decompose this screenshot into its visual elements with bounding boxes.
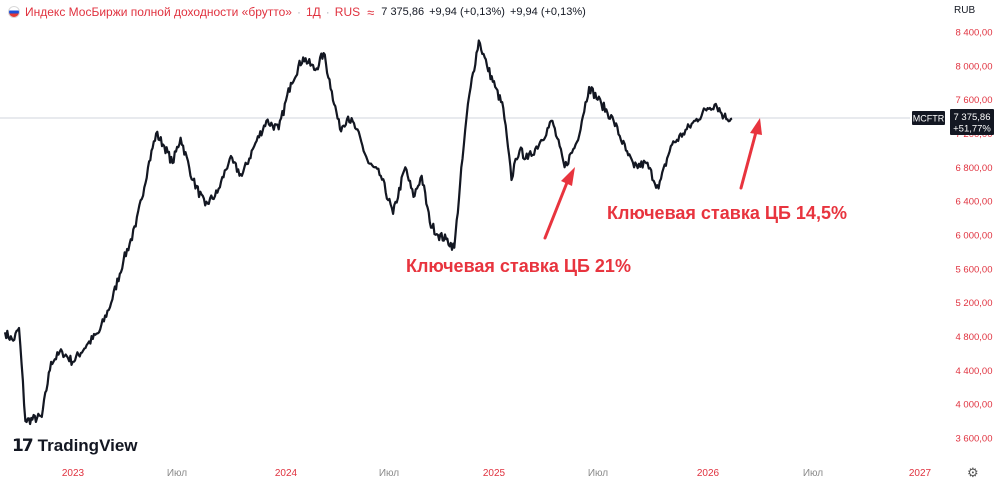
y-tick-label: 3 600,00 xyxy=(956,434,993,445)
x-tick-label: Июл xyxy=(588,468,608,479)
change-value: +9,94 (+0,13%) xyxy=(429,6,505,18)
price-tag-value: 7 375,86 xyxy=(954,112,991,123)
annotation-label-1: Ключевая ставка ЦБ 21% xyxy=(406,256,631,276)
price-series-line xyxy=(3,39,733,426)
x-tick-label: 2027 xyxy=(909,468,932,479)
interval-label[interactable]: 1Д xyxy=(305,5,321,19)
header-separator: · xyxy=(296,5,301,19)
last-value: 7 375,86 xyxy=(381,6,425,18)
x-axis[interactable]: 2023 Июл 2024 Июл 2025 Июл 2026 Июл 2027 xyxy=(62,468,932,479)
last-price-label: MCFTR 7 375,86 +51,77% xyxy=(912,109,994,135)
gear-icon[interactable]: ⚙ xyxy=(967,465,979,480)
y-axis[interactable]: 3 600,00 4 000,00 4 400,00 4 800,00 5 200,00… xyxy=(956,28,993,445)
annotation-arrow-1 xyxy=(543,167,575,240)
x-tick-label: Июл xyxy=(167,468,187,479)
x-tick-label: 2026 xyxy=(697,468,720,479)
y-tick-label: 6 000,00 xyxy=(956,231,993,242)
y-tick-label: 4 400,00 xyxy=(956,366,993,377)
header-separator: · xyxy=(325,5,330,19)
symbol-title[interactable]: Индекс МосБиржи полной доходности «брутт… xyxy=(25,5,292,19)
tradingview-logo-icon: 17 xyxy=(12,436,34,456)
change-value-secondary: +9,94 (+0,13%) xyxy=(509,6,586,18)
y-tick-label: 6 400,00 xyxy=(956,197,993,208)
y-tick-label: 5 200,00 xyxy=(956,298,993,309)
symbol-tag-text: MCFTR xyxy=(913,114,945,124)
y-tick-label: 8 000,00 xyxy=(956,61,993,72)
tradingview-logo[interactable]: 17 TradingView xyxy=(12,436,138,456)
chart-header: Индекс МосБиржи полной доходности «брутт… xyxy=(8,4,586,20)
y-tick-label: 4 000,00 xyxy=(956,400,993,411)
price-tag-pct: +51,77% xyxy=(953,124,991,135)
y-tick-label: 8 400,00 xyxy=(956,28,993,39)
approx-equal-icon[interactable]: ≈ xyxy=(367,4,375,20)
y-tick-label: 5 600,00 xyxy=(956,264,993,275)
annotation-label-2: Ключевая ставка ЦБ 14,5% xyxy=(607,203,847,223)
tradingview-logo-text: TradingView xyxy=(37,436,138,455)
currency-label[interactable]: RUB xyxy=(954,5,976,16)
exchange-label: RUS xyxy=(334,5,361,19)
symbol-tag xyxy=(912,111,945,125)
y-tick-label: 7 600,00 xyxy=(956,95,993,106)
x-tick-label: 2024 xyxy=(275,468,298,479)
x-tick-label: 2025 xyxy=(483,468,506,479)
x-tick-label: Июл xyxy=(803,468,823,479)
x-tick-label: 2023 xyxy=(62,468,85,479)
y-tick-label: 4 800,00 xyxy=(956,332,993,343)
y-tick-label: 6 800,00 xyxy=(956,163,993,174)
price-tag xyxy=(950,109,994,135)
russia-flag-icon xyxy=(8,6,20,18)
x-tick-label: Июл xyxy=(379,468,399,479)
annotation-arrow-2 xyxy=(739,118,762,190)
